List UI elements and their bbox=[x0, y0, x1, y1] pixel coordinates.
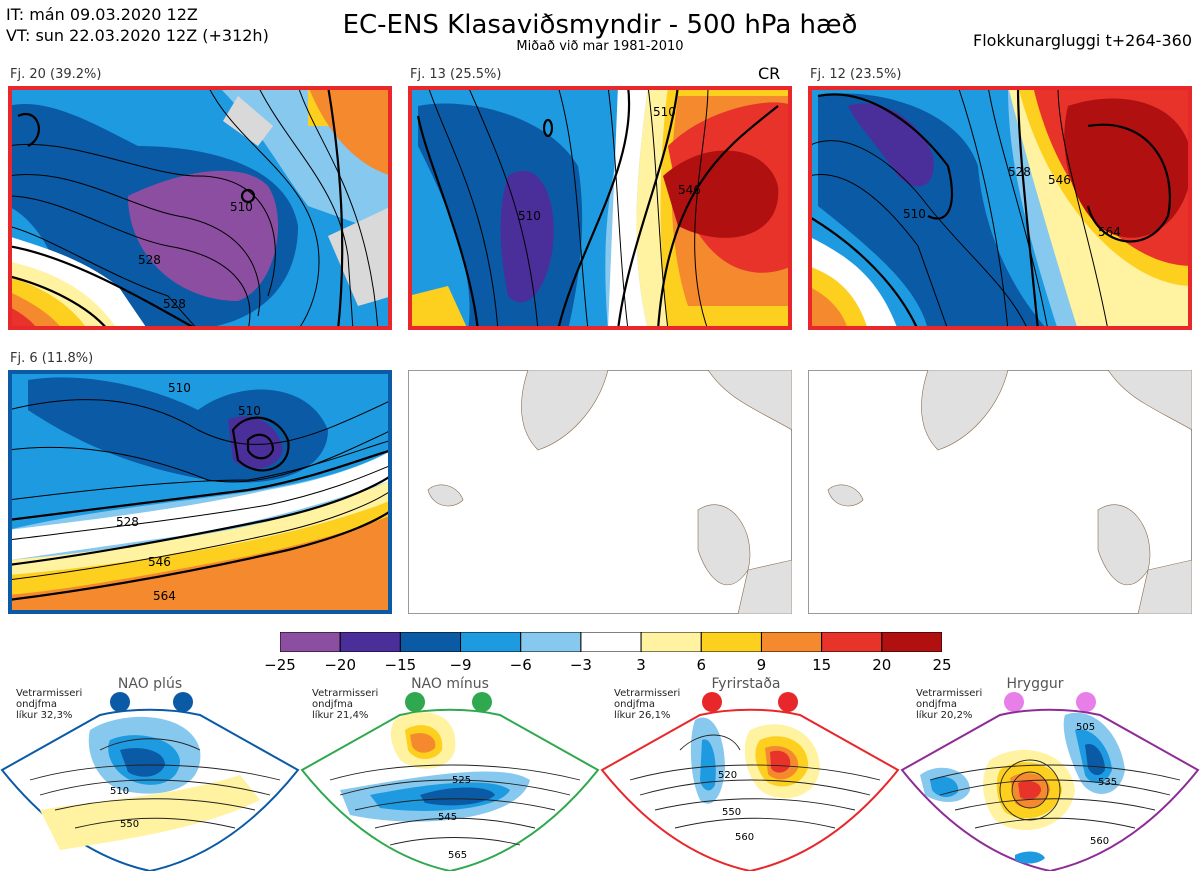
contour-label: 546 bbox=[678, 183, 701, 197]
colorbar-tick-label: −9 bbox=[449, 656, 472, 674]
contour-label: 528 bbox=[138, 253, 161, 267]
classification-window: Flokkunargluggi t+264-360 bbox=[973, 31, 1192, 50]
regime-name-4: Hryggur bbox=[1006, 676, 1064, 692]
panel-cr-tag: CR bbox=[758, 64, 781, 83]
colorbar-swatch bbox=[399, 631, 462, 653]
cluster-map-2: 510 510 546 bbox=[408, 85, 792, 331]
regime-name-3: Fyrirstaða bbox=[711, 676, 781, 692]
colorbar-tick-label: 6 bbox=[696, 656, 707, 674]
colorbar-tick-label: 3 bbox=[636, 656, 646, 674]
regime-map-3: 520 550 560 bbox=[600, 692, 900, 871]
contour-label: 564 bbox=[1098, 225, 1121, 239]
colorbar-swatch bbox=[580, 631, 642, 653]
cluster-map-3: 528 510 546 564 bbox=[807, 85, 1192, 331]
colorbar-tick-label: −6 bbox=[509, 656, 532, 674]
colorbar-tick-label: 25 bbox=[932, 656, 952, 674]
contour-label: 528 bbox=[1008, 165, 1031, 179]
contour-label: 525 bbox=[452, 775, 471, 786]
colorbar-tick-label: −25 bbox=[264, 656, 296, 674]
contour-label: 510 bbox=[110, 786, 129, 797]
panel-label-2: Fj. 13 (25.5%) bbox=[410, 67, 502, 82]
valid-time: VT: sun 22.03.2020 12Z (+312h) bbox=[6, 26, 269, 45]
contour-label: 550 bbox=[722, 807, 741, 818]
colorbar-swatch bbox=[821, 631, 883, 653]
contour-label: 520 bbox=[718, 770, 737, 781]
cluster-map-1: 528 528 510 bbox=[7, 85, 392, 331]
page-subtitle: Miðað við mar 1981-2010 bbox=[516, 39, 684, 54]
regime-name-1: NAO plús bbox=[117, 676, 183, 692]
colorbar-swatch bbox=[700, 631, 762, 653]
colorbar-tick-label: −20 bbox=[324, 656, 356, 674]
contour-label: 560 bbox=[1090, 836, 1109, 847]
contour-label: 564 bbox=[153, 589, 176, 603]
regime-info-4: Vetrarmisseri ondjfma líkur 20,2% bbox=[916, 688, 983, 721]
contour-label: 510 bbox=[518, 209, 541, 223]
contour-label: 546 bbox=[1048, 173, 1071, 187]
panel-label-4: Fj. 6 (11.8%) bbox=[10, 351, 94, 366]
panel-label-3: Fj. 12 (23.5%) bbox=[810, 67, 902, 82]
contour-label: 528 bbox=[163, 297, 186, 311]
panel-label-1: Fj. 20 (39.2%) bbox=[10, 67, 102, 82]
colorbar-swatch bbox=[339, 631, 401, 653]
contour-label: 528 bbox=[116, 515, 139, 529]
regime-map-4: 505 535 560 bbox=[900, 692, 1200, 871]
regime-map-1: 510 550 bbox=[0, 692, 300, 871]
contour-label: 505 bbox=[1076, 722, 1095, 733]
colorbar-swatch bbox=[760, 631, 823, 653]
contour-label: 550 bbox=[120, 819, 139, 830]
contour-label: 510 bbox=[230, 200, 253, 214]
regime-name-2: NAO mínus bbox=[411, 676, 489, 692]
colorbar-tick-label: −3 bbox=[569, 656, 592, 674]
colorbar-swatch bbox=[640, 631, 702, 653]
regime-info-3: Vetrarmisseri ondjfma líkur 26,1% bbox=[614, 688, 681, 721]
contour-label: 546 bbox=[148, 555, 171, 569]
regime-info-1: Vetrarmisseri ondjfma líkur 32,3% bbox=[16, 688, 83, 721]
page-title: EC-ENS Klasaviðsmyndir - 500 hPa hæð bbox=[342, 10, 858, 40]
colorbar-swatch bbox=[279, 631, 341, 653]
initial-time: IT: mán 09.03.2020 12Z bbox=[6, 5, 198, 24]
contour-label: 535 bbox=[1098, 777, 1117, 788]
colorbar-tick-label: 20 bbox=[872, 656, 892, 674]
colorbar-tick-label: −15 bbox=[384, 656, 417, 674]
contour-label: 510 bbox=[238, 404, 261, 418]
cluster-map-4: 510 510 528 546 564 bbox=[7, 370, 393, 614]
regime-info-2: Vetrarmisseri ondjfma líkur 21,4% bbox=[312, 688, 379, 721]
contour-label: 510 bbox=[168, 381, 191, 395]
contour-label: 510 bbox=[903, 207, 926, 221]
colorbar-swatch bbox=[520, 631, 582, 653]
colorbar-tick-label: 9 bbox=[756, 656, 767, 674]
header-info: IT: mán 09.03.2020 12Z VT: sun 22.03.202… bbox=[6, 4, 269, 46]
colorbar bbox=[279, 631, 943, 653]
colorbar-swatch bbox=[881, 631, 943, 653]
regime-row: Vetrarmisseri ondjfma líkur 32,3% NAO plús… bbox=[0, 676, 1200, 871]
contour-label: 560 bbox=[735, 832, 754, 843]
colorbar-tick-label: 15 bbox=[812, 656, 832, 674]
contour-label: 510 bbox=[653, 105, 676, 119]
empty-map-2 bbox=[808, 369, 1193, 615]
contour-label: 565 bbox=[448, 850, 467, 861]
empty-map-1 bbox=[408, 369, 793, 615]
contour-label: 545 bbox=[438, 812, 457, 823]
regime-map-2: 525 545 565 bbox=[300, 692, 600, 871]
colorbar-swatch bbox=[460, 631, 522, 653]
